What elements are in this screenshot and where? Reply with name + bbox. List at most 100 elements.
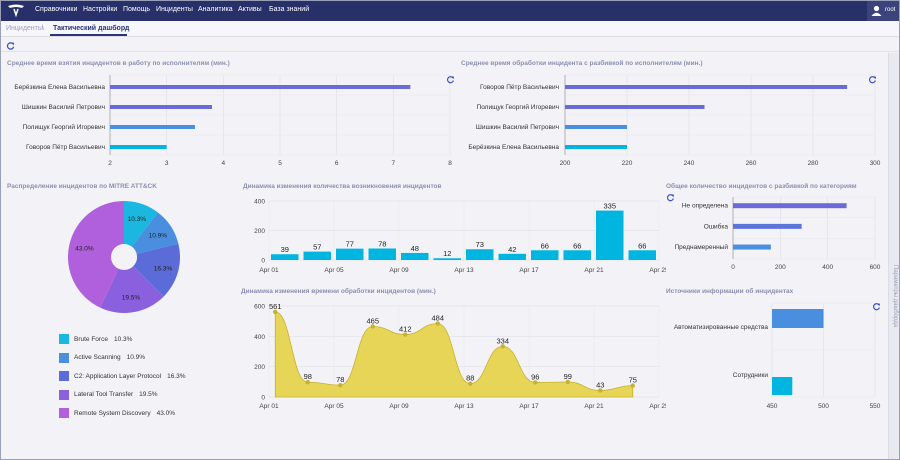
data-label: 96 — [531, 372, 539, 381]
active-tab-indicator — [50, 34, 127, 36]
legend-label: Brute Force 10.3% — [74, 335, 133, 343]
nav-item-settings[interactable]: Настройки — [83, 6, 118, 13]
x-tick-label: Apr 13 — [454, 267, 474, 274]
pie-slice — [124, 201, 158, 247]
data-label: 75 — [629, 376, 637, 385]
category-label: Автоматизированные средства — [674, 324, 769, 331]
category-label: Ошибка — [704, 222, 729, 230]
data-label: 39 — [281, 245, 289, 254]
bar — [565, 145, 627, 149]
pie-slice-label: 10.3% — [128, 216, 147, 223]
dashboard-params-tab[interactable]: Параметры дашборда — [888, 53, 899, 459]
legend-swatch — [59, 334, 69, 344]
x-tick-label: Apr 25 — [649, 403, 666, 410]
pie-slice — [131, 212, 179, 254]
chart-refresh-icon[interactable] — [868, 76, 876, 84]
top-navigation-bar: Справочники Настройки Помощь Инциденты А… — [1, 1, 899, 21]
x-tick-label: Apr 09 — [389, 403, 409, 410]
data-label: 484 — [431, 314, 444, 323]
panel-title-take-time: Среднее время взятия инцидентов в работу… — [7, 60, 230, 67]
legend-percent: 43.0% — [156, 409, 176, 417]
x-tick-label: Apr 21 — [584, 403, 604, 410]
bar — [733, 223, 802, 229]
tab-tactical-dashboard[interactable]: Тактический дашборд — [53, 25, 130, 32]
x-tick-label: 280 — [808, 160, 819, 167]
nav-item-directories[interactable]: Справочники — [35, 6, 78, 13]
category-label: Шишкин Василий Петрович — [476, 123, 559, 131]
data-label: 334 — [496, 336, 509, 345]
nav-item-assets[interactable]: Активы — [238, 6, 262, 13]
panel-title-proc-dynamics: Динамика изменения времени обработки инц… — [241, 288, 436, 295]
bar — [336, 248, 364, 260]
chart-refresh-icon[interactable] — [446, 76, 454, 84]
data-label: 335 — [603, 202, 616, 211]
bar — [368, 248, 396, 260]
nav-item-knowledge-base[interactable]: База знаний — [269, 6, 310, 13]
pie-slice-label: 10.9% — [149, 232, 168, 239]
app-logo-icon[interactable] — [6, 3, 26, 18]
data-label: 561 — [269, 302, 282, 311]
categories-chart: 0 200 400 600 Не определена Ошибка Преднамерен… — [666, 194, 881, 271]
pie-slice-label: 43.0% — [75, 246, 94, 253]
bar — [733, 244, 771, 250]
category-label: Говоров Пётр Васильевич — [26, 144, 105, 151]
data-label: 57 — [313, 243, 321, 252]
x-tick-label: 200 — [775, 264, 786, 271]
x-tick-label: Apr 17 — [519, 403, 539, 410]
x-tick-label: Apr 21 — [584, 267, 604, 274]
x-tick-label: 4 — [222, 160, 226, 167]
chart-refresh-icon[interactable] — [872, 303, 880, 311]
x-tick-label: 0 — [731, 264, 735, 271]
category-label: Не определена — [682, 203, 729, 210]
legend-percent: 19.5% — [139, 391, 158, 398]
data-point — [403, 332, 408, 337]
pie-slice — [100, 266, 164, 313]
x-tick-label: 8 — [448, 160, 452, 167]
x-tick-label: 400 — [822, 264, 833, 271]
bar — [565, 125, 627, 129]
x-tick-label: 450 — [767, 403, 778, 410]
bar — [772, 309, 824, 328]
nav-item-help[interactable]: Помощь — [123, 6, 151, 13]
nav-item-analytics[interactable]: Аналитика — [198, 6, 233, 13]
chart-refresh-icon[interactable] — [666, 194, 674, 202]
user-menu[interactable]: root — [867, 1, 899, 21]
bar — [628, 250, 656, 260]
x-tick-label: Apr 09 — [389, 267, 409, 274]
bar — [401, 252, 429, 260]
legend-swatch — [59, 352, 69, 363]
pie-slice-label: 16.3% — [154, 265, 173, 272]
y-tick-label: 0 — [261, 258, 265, 265]
x-tick-label: Apr 17 — [519, 267, 539, 274]
y-tick-label: 200 — [254, 364, 265, 371]
legend-label: C2: Application Layer Protocol 16.3% — [74, 372, 186, 380]
breadcrumb: Инциденты \ Тактический дашборд — [1, 21, 899, 37]
category-label: Преднамеренный — [674, 243, 728, 251]
proc-dynamics-chart: 0 200 400 600 Apr 01 Apr 05 Apr 09 Apr 13 Apr 17… — [254, 302, 666, 410]
y-tick-label: 400 — [254, 334, 265, 341]
panel-title-categories: Общее количество инцидентов с разбивкой … — [666, 183, 857, 190]
x-tick-label: 260 — [746, 160, 757, 167]
y-tick-label: 400 — [254, 199, 265, 206]
x-tick-label: 7 — [392, 160, 396, 167]
data-point — [468, 381, 473, 386]
x-tick-label: 2 — [108, 160, 112, 167]
bar — [733, 203, 847, 209]
bar — [110, 145, 167, 149]
data-point — [565, 379, 570, 385]
legend-swatch — [59, 408, 69, 418]
nav-item-incidents[interactable]: Инциденты — [156, 6, 193, 13]
x-tick-label: Apr 01 — [259, 267, 279, 274]
data-point — [500, 344, 505, 349]
data-point — [598, 388, 603, 393]
refresh-dashboard-icon[interactable] — [6, 41, 15, 50]
y-tick-label: 0 — [261, 395, 265, 402]
sources-chart: 450 500 550 Автоматизированные средства Сотр… — [674, 302, 881, 410]
take-time-chart: 2 3 4 5 6 7 8 Берёзкина Елена Васильевна Шишкин … — [14, 74, 454, 167]
pie-slice — [67, 201, 124, 308]
panel-title-mitre: Распределение инцидентов по MITRE ATT&CK — [7, 183, 157, 190]
data-label: 66 — [541, 241, 549, 250]
breadcrumb-incidents[interactable]: Инциденты — [6, 25, 43, 32]
legend-percent: 10.9% — [126, 354, 146, 361]
legend-percent: 16.3% — [167, 372, 186, 380]
